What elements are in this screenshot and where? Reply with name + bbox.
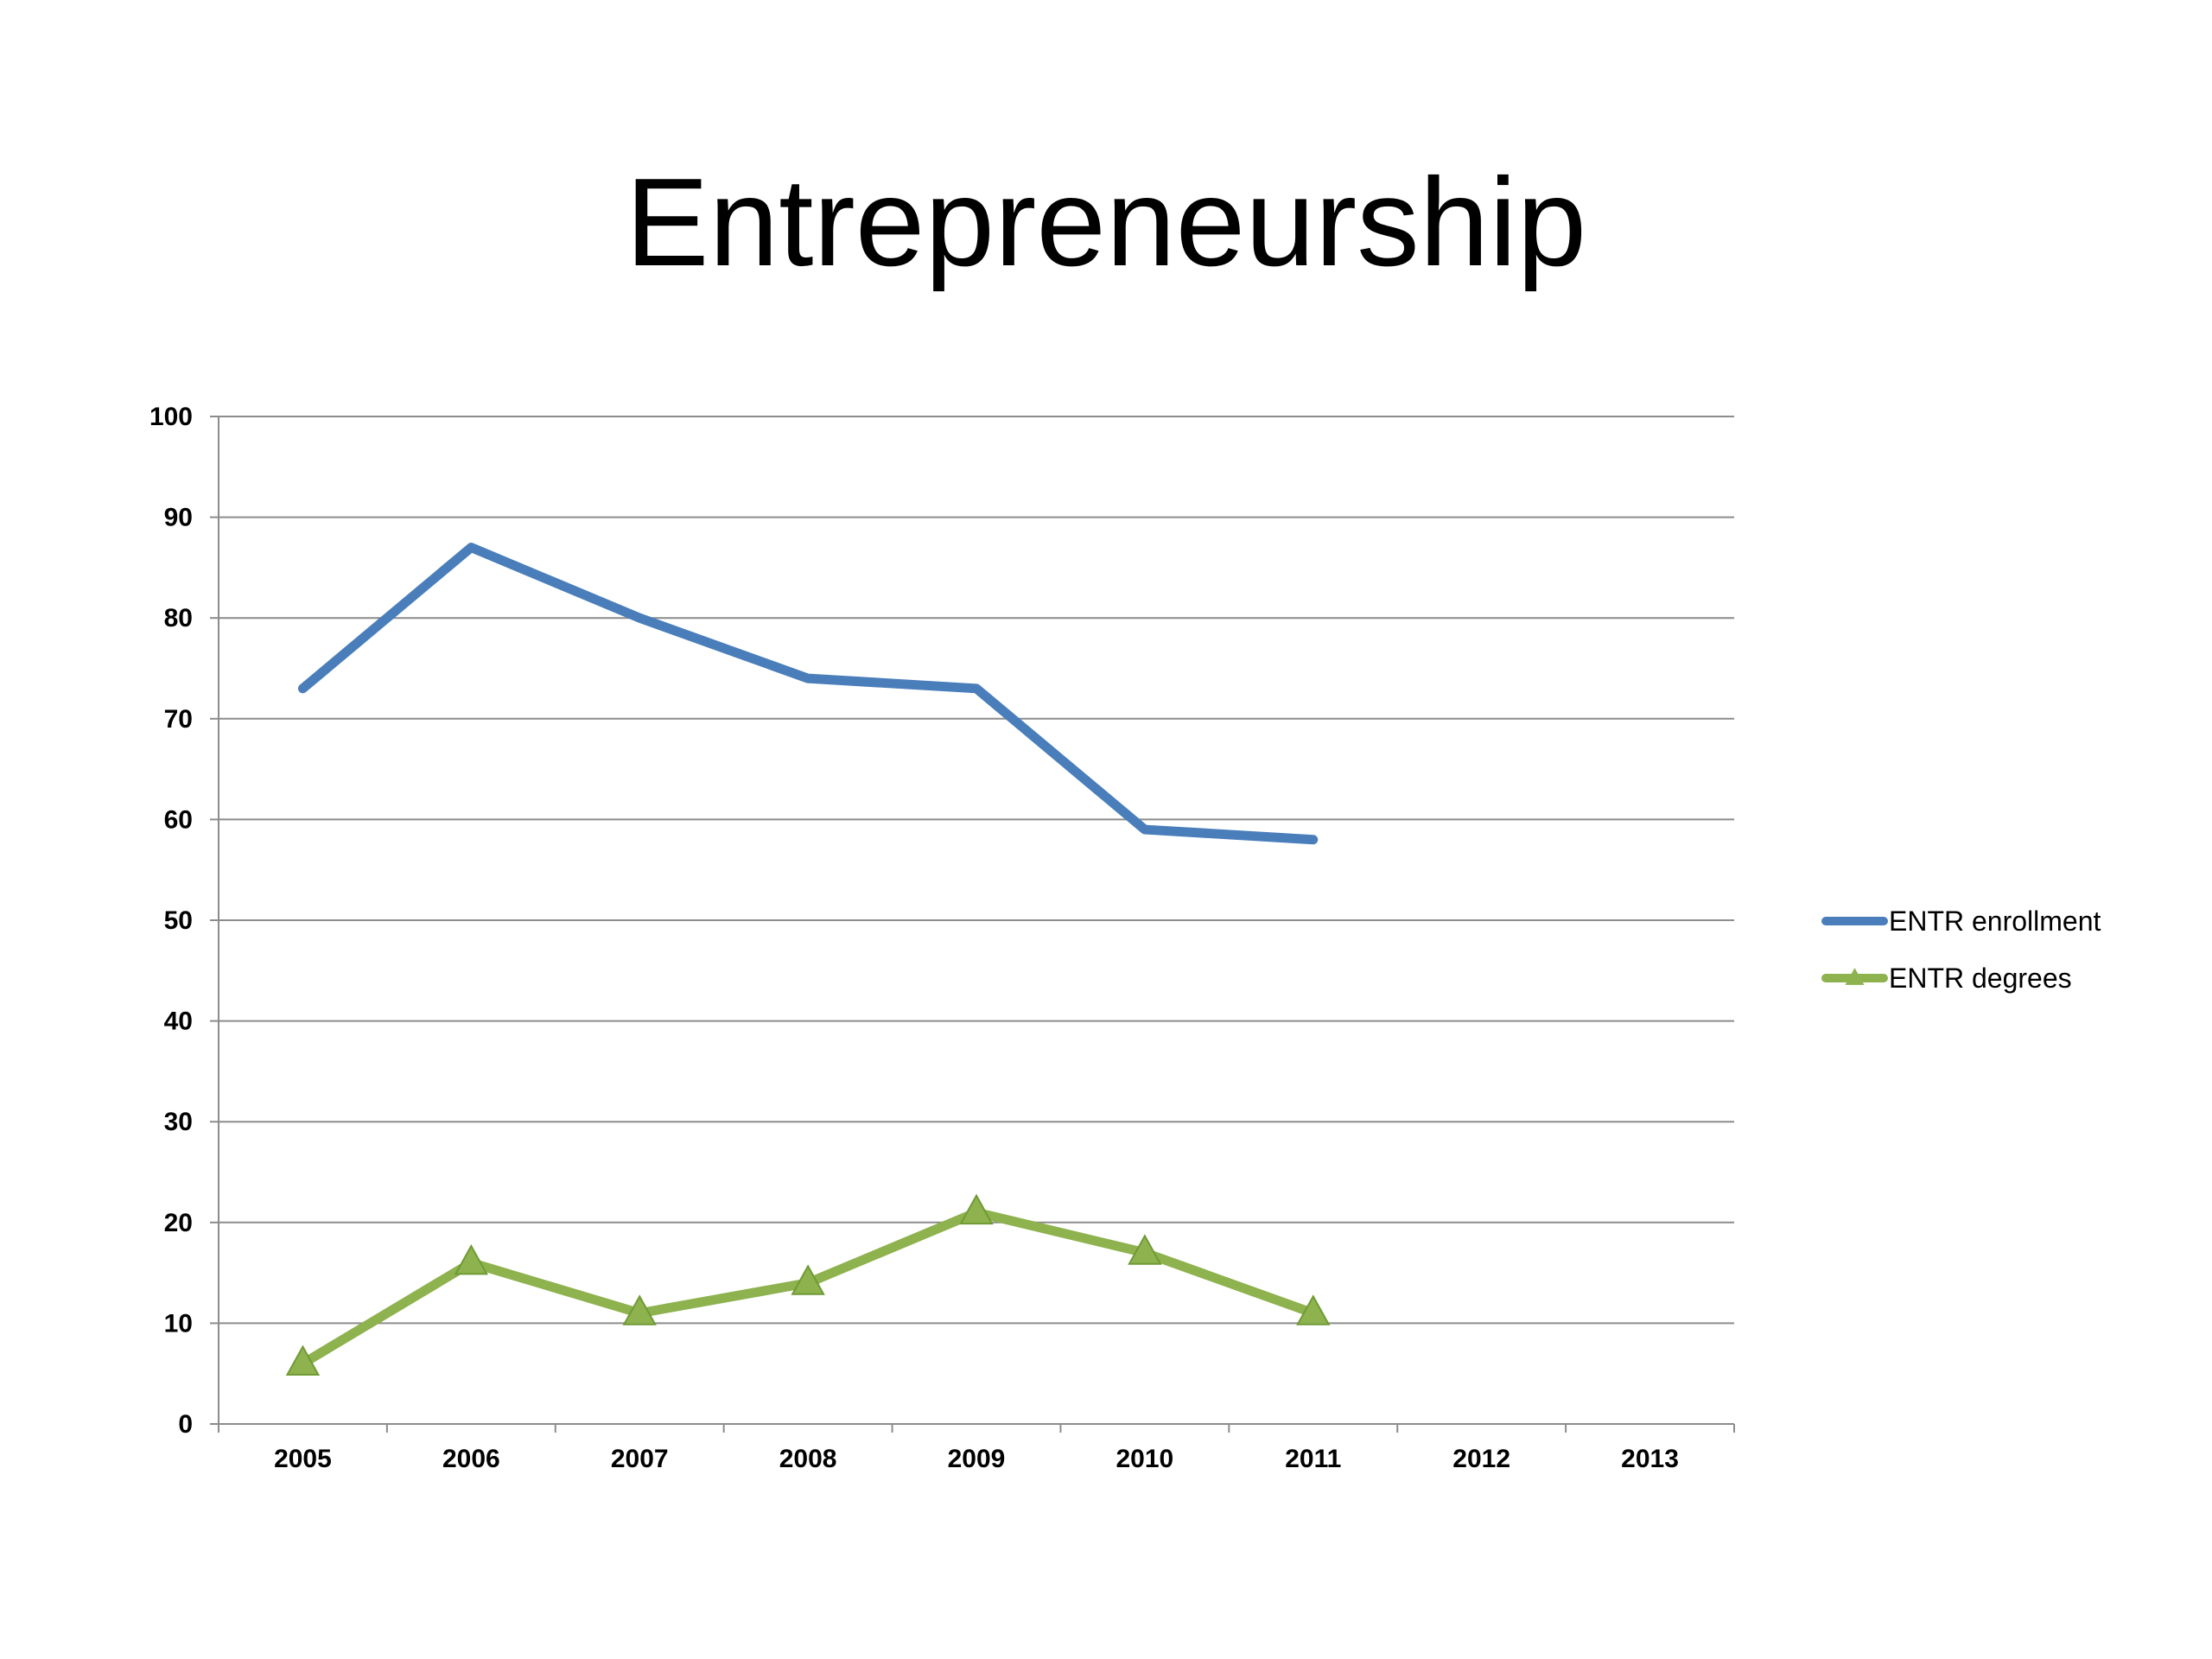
x-tick-label: 2010 <box>1116 1445 1174 1473</box>
x-tick-label: 2011 <box>1285 1445 1341 1473</box>
x-tick-label: 2008 <box>779 1445 837 1473</box>
x-tick-label: 2006 <box>442 1445 500 1473</box>
data-point-marker <box>285 1344 321 1376</box>
y-tick-label: 20 <box>164 1209 193 1237</box>
data-point-marker <box>959 1193 994 1225</box>
series-line <box>297 543 1319 845</box>
chart-title: Entrepreneurship <box>625 152 1587 292</box>
legend-marker <box>1845 968 1865 985</box>
axes: 0 10 20 30 40 50 60 70 80 90 100 2005 2006 2007 2008 20… <box>149 403 1735 1473</box>
data-point-marker <box>791 1264 825 1295</box>
y-tick-label: 30 <box>164 1108 193 1136</box>
data-point-marker <box>1296 1294 1331 1325</box>
data-point-marker <box>622 1294 657 1325</box>
y-tick-label: 10 <box>164 1309 193 1338</box>
y-tick-label: 70 <box>164 705 193 734</box>
x-tick-label: 2007 <box>611 1445 669 1473</box>
y-tick-label: 40 <box>164 1007 193 1036</box>
x-tick-label: 2012 <box>1452 1445 1510 1473</box>
x-tick-label: 2009 <box>948 1445 1006 1473</box>
legend-label: ENTR enrollment <box>1889 906 2101 937</box>
legend: ENTR enrollment ENTR degrees <box>1821 906 2101 994</box>
x-tick-label: 2005 <box>274 1445 332 1473</box>
y-tick-label: 60 <box>164 805 193 834</box>
y-tick-label: 80 <box>164 604 193 632</box>
y-tick-label: 100 <box>149 403 193 431</box>
data-point-marker <box>454 1243 489 1275</box>
series-lines <box>285 543 1331 1376</box>
x-tick-label: 2013 <box>1621 1445 1679 1473</box>
y-tick-label: 50 <box>164 906 193 935</box>
legend-label: ENTR degrees <box>1889 963 2072 994</box>
y-tick-label: 0 <box>178 1410 193 1439</box>
data-point-marker <box>1128 1234 1162 1265</box>
y-tick-label: 90 <box>164 504 193 532</box>
gridlines <box>219 416 1734 1325</box>
